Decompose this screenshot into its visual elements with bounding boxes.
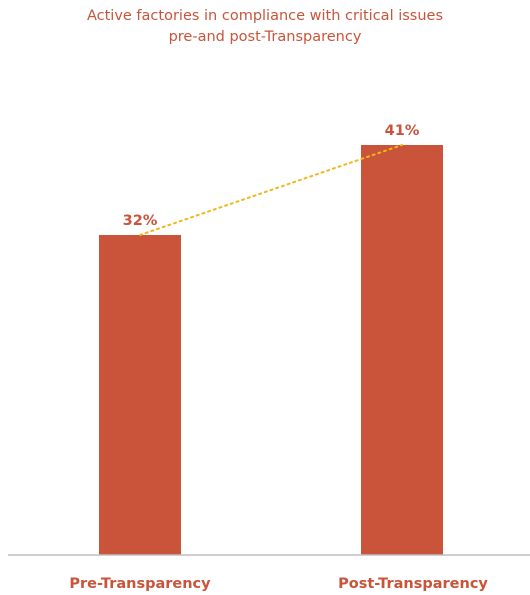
value-label-post-transparency: 41%	[385, 123, 420, 139]
category-label-pre-transparency: Pre-Transparency	[69, 576, 211, 592]
bar-post-transparency	[361, 145, 443, 555]
trend-line	[139, 144, 403, 236]
chart-title-line-2: pre-and post-Transparency	[168, 29, 362, 45]
bar-pre-transparency	[99, 235, 181, 555]
chart-title-line-1: Active factories in compliance with crit…	[86, 8, 444, 24]
value-label-pre-transparency: 32%	[123, 213, 158, 229]
category-label-post-transparency: Post-Transparency	[338, 576, 488, 592]
